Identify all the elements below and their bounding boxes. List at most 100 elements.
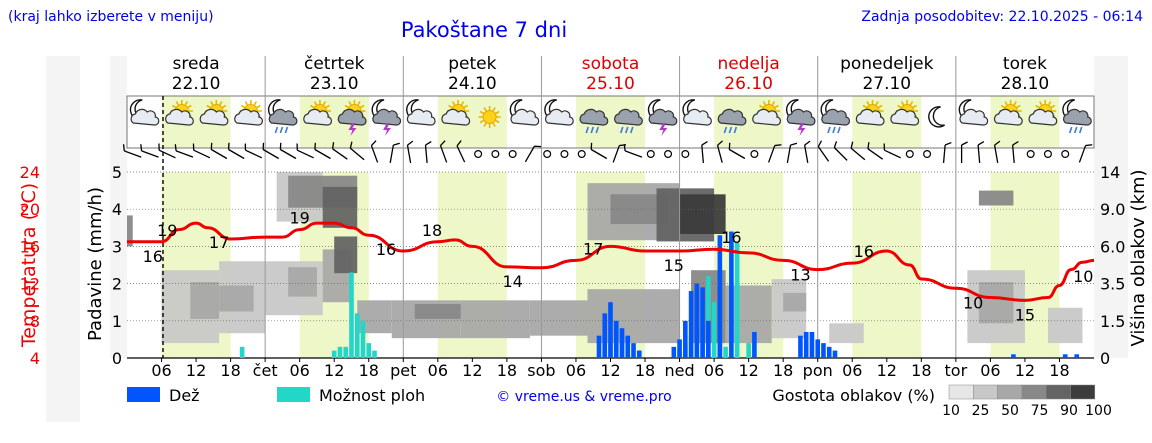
temperature-label: 15 bbox=[664, 256, 684, 275]
cloud-shape bbox=[303, 108, 333, 126]
wind-feather bbox=[817, 140, 823, 147]
precip-tick-label: 1 bbox=[112, 312, 122, 331]
menu-note[interactable]: (kraj lahko izberete v meniju) bbox=[8, 9, 214, 25]
cloud-density-swatch bbox=[1070, 384, 1096, 400]
cloud-shape bbox=[130, 108, 160, 126]
rain-bar bbox=[688, 291, 694, 358]
lightning-bolt bbox=[797, 123, 806, 136]
wind-feather bbox=[790, 142, 798, 146]
cloud-shape bbox=[441, 108, 471, 126]
cloud-density-tick: 10 bbox=[942, 403, 960, 419]
cloud-shape bbox=[855, 108, 885, 126]
moon-cloud-icon bbox=[682, 99, 712, 126]
precip-tick-label: 5 bbox=[112, 163, 122, 182]
day-date: 23.10 bbox=[310, 74, 359, 94]
moon-rain-icon bbox=[267, 99, 298, 134]
wind-calm bbox=[508, 150, 517, 159]
rain-bar bbox=[700, 287, 705, 358]
wind-shaft bbox=[624, 150, 643, 158]
wind-barb bbox=[977, 140, 985, 164]
sun-ray bbox=[897, 104, 902, 109]
wind-shaft bbox=[977, 144, 981, 164]
cloud-shape bbox=[683, 108, 712, 126]
wind-feather bbox=[590, 142, 593, 150]
wind-calm bbox=[491, 150, 500, 159]
cloud-shape bbox=[544, 108, 574, 126]
cloud-density-swatch bbox=[997, 384, 1023, 400]
cloud-shape bbox=[821, 108, 851, 126]
sun-cloud-icon bbox=[199, 100, 229, 126]
wind-shaft bbox=[701, 144, 705, 164]
sun-ray bbox=[1016, 104, 1021, 109]
x-tick-label: ned bbox=[665, 361, 695, 380]
wind-feather bbox=[440, 140, 446, 146]
rain-drop bbox=[620, 126, 624, 134]
rain-bar bbox=[1062, 354, 1068, 358]
moon-rain-icon bbox=[820, 99, 851, 134]
wind-feather bbox=[717, 140, 723, 146]
wind-feather bbox=[296, 143, 298, 151]
wind-shaft bbox=[314, 148, 331, 160]
wind-shaft bbox=[124, 150, 142, 158]
sun-ray bbox=[774, 104, 779, 109]
cloud-shape bbox=[890, 108, 920, 126]
precip-tick-label: 3 bbox=[112, 237, 122, 256]
x-tick-label: 06 bbox=[428, 361, 448, 380]
sun-ray bbox=[909, 101, 914, 106]
rain-drop bbox=[837, 126, 841, 134]
wind-feather bbox=[728, 142, 731, 150]
moon-cloud-icon bbox=[958, 99, 989, 126]
x-tick-label: 06 bbox=[842, 361, 862, 380]
precip-tick-label: 2 bbox=[112, 275, 122, 294]
legend-showers-label: Možnost ploh bbox=[319, 386, 425, 405]
moon-storm-icon bbox=[786, 99, 816, 136]
x-tick-label: 06 bbox=[289, 361, 309, 380]
sun-ray bbox=[219, 101, 223, 106]
wind-shaft bbox=[349, 147, 365, 161]
legend: Dež Možnost ploh © vreme.us & vreme.pro … bbox=[127, 384, 1112, 419]
rain-bar bbox=[694, 283, 700, 358]
cloud-height-tick-label: 6.0 bbox=[1100, 237, 1125, 256]
temp-axis-label: Temperatura (°C) bbox=[18, 183, 40, 348]
sun-ray bbox=[875, 101, 879, 106]
rain-drop bbox=[827, 126, 831, 134]
wind-shaft bbox=[590, 148, 608, 160]
sun-ray bbox=[1048, 101, 1052, 106]
wind-shaft bbox=[884, 149, 901, 159]
credit-link[interactable]: © vreme.us & vreme.pro bbox=[496, 389, 671, 405]
wind-calm bbox=[750, 150, 759, 159]
wind-barb bbox=[439, 140, 448, 163]
rain-bar bbox=[602, 313, 608, 358]
rain-bar bbox=[683, 320, 688, 358]
wind-calm bbox=[560, 150, 569, 159]
sun-ray bbox=[495, 110, 500, 115]
cloud-sun-icon bbox=[752, 100, 782, 126]
wind-shaft bbox=[833, 147, 848, 161]
x-tick-label: sob bbox=[527, 361, 555, 380]
sun-ray bbox=[451, 101, 456, 106]
x-tick-label: 12 bbox=[1015, 361, 1035, 380]
sun-ray bbox=[344, 104, 349, 109]
sun-cloud-icon bbox=[855, 100, 885, 126]
left-axis-band bbox=[46, 56, 80, 422]
moon-rain-icon bbox=[1062, 99, 1092, 134]
lightning-bolt bbox=[659, 123, 668, 136]
wind-feather bbox=[122, 144, 125, 151]
cloud-block bbox=[127, 215, 133, 247]
rain-bar bbox=[821, 343, 826, 358]
wind-barb bbox=[406, 140, 414, 163]
x-tick-label: 12 bbox=[324, 361, 344, 380]
wind-feather bbox=[331, 142, 335, 149]
wind-feather bbox=[370, 140, 377, 146]
sun-ray bbox=[448, 104, 453, 109]
rain-bar bbox=[1074, 354, 1080, 358]
wind-barb bbox=[456, 140, 466, 163]
sun-ray bbox=[758, 104, 764, 109]
wind-barb bbox=[174, 144, 194, 158]
sun-ray bbox=[313, 101, 318, 106]
sun-ray bbox=[1013, 101, 1017, 106]
day-name: petek bbox=[448, 54, 496, 74]
wind-shaft bbox=[280, 148, 297, 160]
